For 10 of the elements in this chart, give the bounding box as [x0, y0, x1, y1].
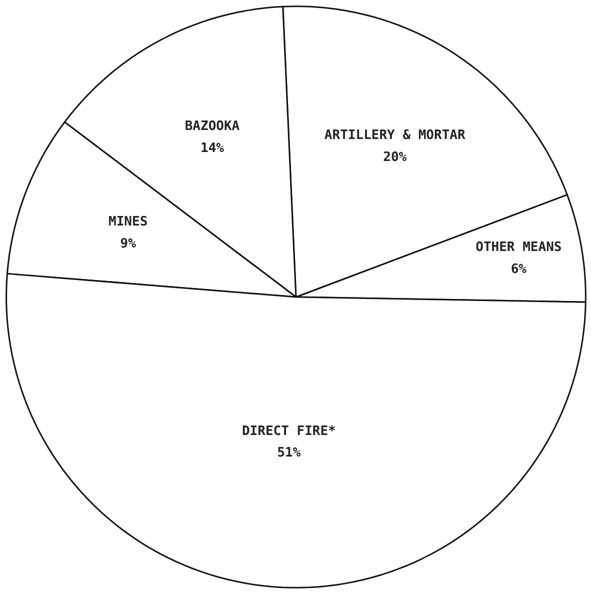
- slice-label: BAZOOKA: [184, 119, 240, 134]
- data-label: 9%: [120, 236, 136, 252]
- data-label: 14%: [200, 140, 224, 156]
- data-label: 20%: [383, 150, 407, 165]
- data-label: 51%: [277, 446, 301, 461]
- slice-label: OTHER MEANS: [476, 240, 562, 256]
- data-label: 6%: [510, 262, 527, 277]
- slice-label: MINES: [108, 214, 148, 230]
- slice-label: ARTILLERY & MORTAR: [324, 128, 466, 144]
- slice-label: DIRECT FIRE*: [242, 424, 336, 439]
